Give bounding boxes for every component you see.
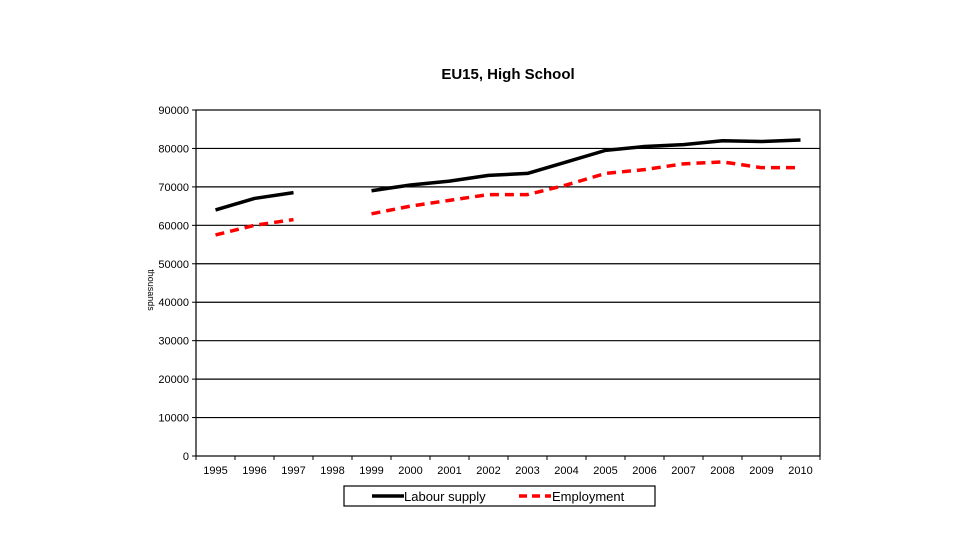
x-tick-label: 2005 — [593, 465, 617, 477]
y-tick-label: 0 — [183, 451, 189, 463]
x-tick-label: 2003 — [515, 465, 539, 477]
x-axis-ticks: 1995 1996 1997 1998 1999 2000 2001 2002 2003 2004… — [196, 456, 820, 477]
x-tick-label: 1997 — [281, 465, 305, 477]
x-tick-label: 1998 — [320, 465, 344, 477]
legend-label-employment: Employment — [552, 489, 625, 504]
x-tick-label: 2004 — [554, 465, 578, 477]
x-tick-label: 2000 — [398, 465, 422, 477]
x-tick-label: 2010 — [788, 465, 812, 477]
x-tick-label: 1995 — [203, 465, 227, 477]
y-axis-ticks: 0 10000 20000 30000 40000 50000 60000 70000 8000… — [158, 105, 196, 463]
x-tick-label: 2008 — [710, 465, 734, 477]
y-tick-label: 40000 — [158, 297, 189, 309]
y-tick-label: 70000 — [158, 182, 189, 194]
y-tick-label: 90000 — [158, 105, 189, 117]
x-tick-label: 2002 — [476, 465, 500, 477]
y-tick-label: 30000 — [158, 336, 189, 348]
x-tick-label: 1996 — [242, 465, 266, 477]
x-tick-label: 2007 — [671, 465, 695, 477]
legend: Labour supply Employment — [344, 486, 655, 506]
x-tick-label: 2006 — [632, 465, 656, 477]
y-axis-label: thousands — [146, 269, 156, 311]
plot-area — [196, 110, 820, 456]
series-line-labour-supply — [216, 140, 801, 210]
chart-title: EU15, High School — [441, 66, 574, 83]
x-tick-label: 2009 — [749, 465, 773, 477]
x-tick-label: 2001 — [437, 465, 461, 477]
y-tick-label: 10000 — [158, 413, 189, 425]
gridlines — [196, 148, 820, 417]
x-tick-label: 1999 — [359, 465, 383, 477]
y-tick-label: 60000 — [158, 220, 189, 232]
y-tick-label: 50000 — [158, 259, 189, 271]
y-tick-label: 20000 — [158, 374, 189, 386]
y-tick-label: 80000 — [158, 143, 189, 155]
legend-label-labour-supply: Labour supply — [404, 489, 486, 504]
